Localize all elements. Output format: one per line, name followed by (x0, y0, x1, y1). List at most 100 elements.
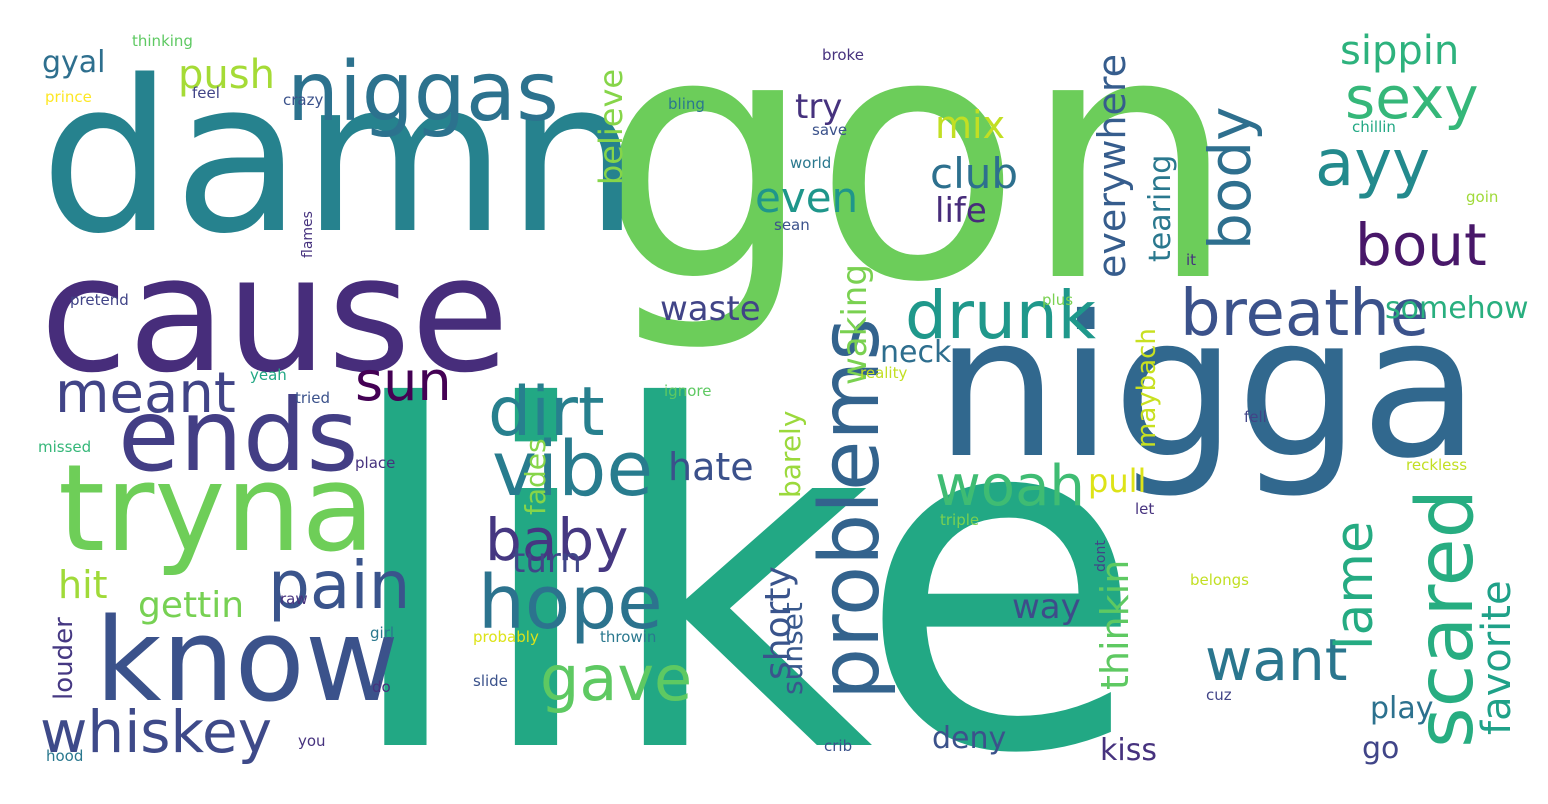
word-nigga: nigga (935, 274, 1480, 501)
word-waking: waking (835, 264, 875, 385)
word-woah: woah (935, 454, 1085, 519)
word-tearing: tearing (1143, 155, 1178, 262)
word-whiskey: whiskey (40, 698, 272, 766)
word-tried: tried (295, 389, 330, 407)
word-body: body (1196, 107, 1264, 250)
word-slide: slide (473, 672, 508, 690)
word-bling: bling (668, 95, 705, 113)
word-way: way (1012, 587, 1081, 627)
word-belongs: belongs (1190, 571, 1249, 589)
word-do: do (372, 678, 391, 696)
word-world: world (790, 154, 831, 172)
word-baby: baby (485, 506, 629, 574)
word-reckless: reckless (1406, 456, 1467, 474)
word-reality: reality (860, 364, 907, 382)
word-ends: ends (118, 377, 358, 494)
word-throwin: throwin (600, 628, 656, 646)
word-even: even (755, 173, 858, 222)
word-gave: gave (540, 642, 692, 715)
word-save: save (812, 121, 847, 139)
word-dont: dont (1093, 540, 1109, 572)
word-yeah: yeah (250, 366, 287, 384)
word-try: try (795, 87, 842, 127)
word-goin: goin (1466, 188, 1498, 206)
word-ignore: ignore (664, 382, 711, 400)
word-fell: fell (1244, 408, 1267, 426)
word-believe: believe (592, 69, 630, 185)
word-mix: mix (935, 103, 1005, 147)
word-problems: problems (803, 318, 898, 700)
word-thinking: thinking (132, 32, 193, 50)
word-life: life (935, 191, 987, 231)
word-vibe: vibe (492, 424, 653, 513)
word-play: play (1370, 691, 1434, 726)
word-drunk: drunk (905, 277, 1097, 354)
word-lame: lame (1325, 521, 1385, 650)
word-push: push (178, 52, 275, 98)
word-deny: deny (932, 721, 1006, 756)
word-maybach: maybach (1132, 328, 1162, 448)
word-like: like (340, 309, 1146, 804)
word-club: club (930, 149, 1018, 198)
word-everywhere: everywhere (1090, 54, 1134, 278)
word-fades: fades (519, 438, 552, 515)
word-raw: raw (280, 590, 308, 608)
word-pretend: pretend (70, 291, 129, 309)
word-pain: pain (268, 547, 411, 624)
word-bout: bout (1355, 211, 1487, 279)
word-turn: turn (512, 541, 582, 581)
word-cuz: cuz (1206, 686, 1232, 704)
word-pull: pull (1088, 462, 1146, 500)
word-damn: damn (40, 35, 640, 280)
word-kiss: kiss (1100, 733, 1157, 768)
word-crib: crib (824, 737, 852, 755)
word-probably: probably (473, 628, 539, 646)
word-you: you (298, 732, 326, 750)
word-flames: flames (300, 211, 316, 258)
word-tryna: tryna (58, 440, 375, 579)
word-triple: triple (940, 511, 979, 529)
word-let: let (1135, 500, 1154, 518)
word-gon: gon (598, 0, 1237, 357)
word-place: place (355, 454, 395, 472)
word-breathe: breathe (1180, 277, 1429, 351)
word-broke: broke (822, 46, 864, 64)
word-know: know (95, 594, 399, 728)
word-neck: neck (880, 335, 952, 370)
word-gyal: gyal (42, 45, 106, 80)
word-go: go (1362, 731, 1399, 766)
word-meant: meant (55, 361, 236, 426)
word-missed: missed (38, 438, 91, 456)
word-shorty: shorty (758, 566, 799, 680)
word-crazy: crazy (283, 91, 323, 109)
word-waste: waste (660, 289, 761, 329)
word-prince: prince (45, 88, 92, 106)
word-sunset: sunset (776, 602, 809, 695)
word-somehow: somehow (1385, 291, 1529, 326)
word-thinkin: thinkin (1093, 560, 1137, 690)
word-it: it (1186, 251, 1196, 269)
word-chillin: chillin (1352, 118, 1396, 136)
word-louder: louder (49, 617, 79, 700)
word-hit: hit (58, 563, 108, 607)
word-feel: feel (192, 84, 220, 102)
word-cause: cause (40, 221, 509, 408)
word-scared: scared (1401, 489, 1491, 748)
word-barely: barely (774, 411, 807, 498)
word-hope: hope (478, 560, 663, 646)
word-hood: hood (46, 747, 83, 765)
word-want: want (1205, 626, 1347, 694)
word-dirt: dirt (488, 373, 605, 452)
word-sippin: sippin (1340, 28, 1459, 74)
word-sun: sun (355, 350, 452, 413)
word-sexy: sexy (1345, 64, 1479, 132)
word-plus: plus (1042, 291, 1073, 309)
word-niggas: niggas (287, 45, 559, 140)
word-sean: sean (774, 216, 810, 234)
word-favorite: favorite (1474, 580, 1520, 735)
word-hate: hate (668, 445, 754, 489)
word-ayy: ayy (1315, 127, 1430, 201)
